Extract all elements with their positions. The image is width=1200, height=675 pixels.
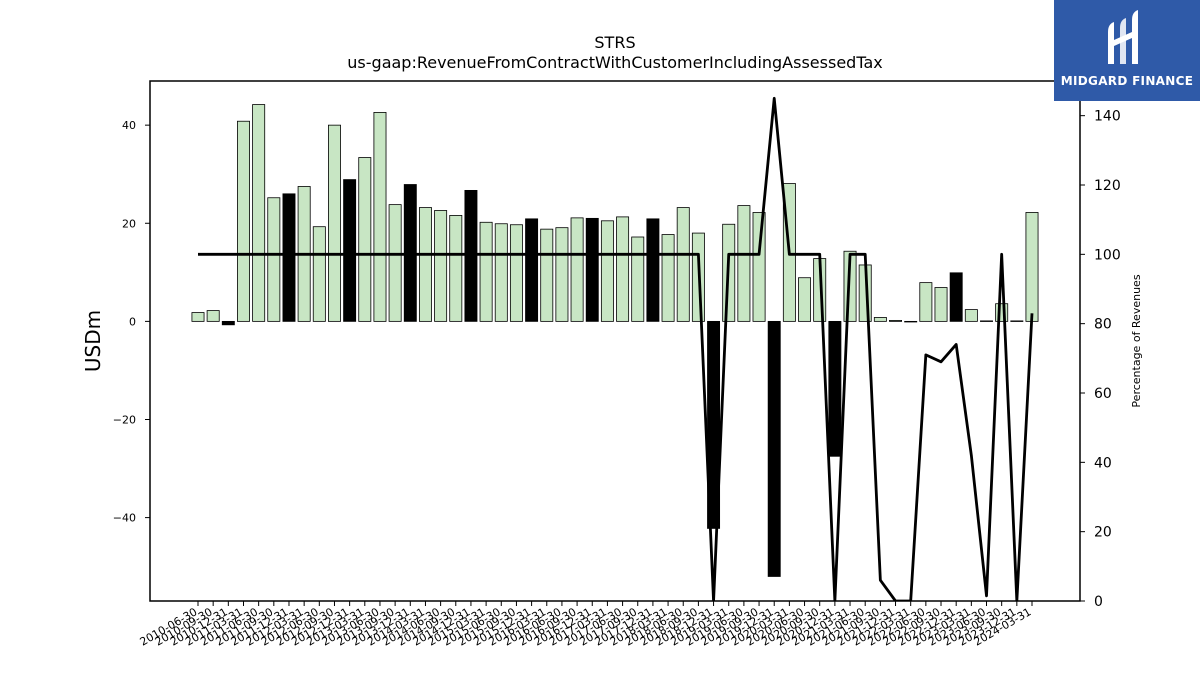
- brand-name: MIDGARD FINANCE: [1060, 74, 1194, 88]
- bar: [191, 312, 205, 322]
- percentage-line-group: [198, 96, 1034, 601]
- plot-frame: [149, 80, 1081, 602]
- y2-tick-label: 0: [1094, 594, 1103, 610]
- bar: [464, 189, 478, 322]
- bar: [328, 124, 341, 322]
- bar: [494, 223, 508, 322]
- y2-tick-label: 80: [1094, 317, 1112, 333]
- bar: [282, 193, 296, 322]
- bar: [206, 310, 220, 322]
- bar: [525, 218, 539, 322]
- bar: [479, 221, 493, 322]
- bar: [934, 287, 948, 322]
- bar: [343, 179, 357, 322]
- y2-tick-label: 100: [1094, 247, 1121, 263]
- y2-tick-label: 20: [1094, 525, 1112, 541]
- bar: [737, 205, 751, 322]
- y2-tick-label: 40: [1094, 455, 1112, 471]
- bar: [873, 317, 887, 322]
- y2-tick-label: 120: [1094, 178, 1121, 194]
- y2-tick-label: 140: [1094, 109, 1121, 125]
- bar: [631, 236, 645, 322]
- bar: [540, 228, 554, 322]
- bar: [570, 217, 584, 322]
- bar: [616, 216, 630, 322]
- bar: [221, 320, 235, 326]
- bar: [904, 320, 918, 323]
- bars-group: [191, 104, 1039, 577]
- bar: [1025, 212, 1039, 322]
- bar: [707, 320, 721, 529]
- chart-subtitle: us-gaap:RevenueFromContractWithCustomerI…: [347, 53, 882, 72]
- y-axis-left: −40 −20 0 20 40: [113, 119, 150, 525]
- bar: [980, 320, 993, 322]
- bar: [828, 320, 842, 457]
- bar: [312, 226, 326, 322]
- y-axis-label: USDm: [81, 310, 105, 372]
- y-tick-label: 20: [122, 217, 136, 230]
- bar: [449, 215, 463, 322]
- bar: [752, 212, 766, 322]
- bar: [434, 210, 448, 322]
- bar: [388, 204, 402, 322]
- y-tick-label: −20: [113, 413, 136, 426]
- bar: [373, 112, 387, 322]
- x-axis: 2010-06-302010-09-302010-12-312011-03-31…: [138, 601, 1034, 649]
- y-tick-label: 40: [122, 119, 136, 132]
- logo-mark-icon: [1108, 10, 1138, 64]
- bar: [418, 207, 432, 322]
- bar: [964, 309, 978, 322]
- bar: [600, 220, 614, 322]
- bar: [949, 272, 963, 322]
- bar: [252, 104, 266, 322]
- bar: [919, 282, 933, 322]
- percentage-line: [198, 96, 1034, 601]
- bar: [509, 224, 523, 322]
- y-tick-label: 0: [129, 315, 136, 328]
- bar: [798, 277, 812, 322]
- chart-title: STRS: [594, 33, 635, 52]
- y-tick-label: −40: [113, 512, 136, 525]
- y-axis-right: 0 20 40 60 80 100 120 140: [1080, 109, 1121, 610]
- y2-axis-label: Percentage of Revenues: [1130, 274, 1143, 407]
- bar: [267, 197, 281, 322]
- bar: [889, 319, 902, 322]
- brand-logo: MIDGARD FINANCE: [1054, 0, 1200, 101]
- bar: [358, 157, 372, 322]
- bar: [555, 227, 569, 322]
- bar: [237, 120, 250, 322]
- bar: [585, 217, 599, 322]
- bar: [1010, 320, 1024, 322]
- bar: [646, 218, 660, 322]
- bar: [661, 234, 675, 322]
- y2-tick-label: 60: [1094, 386, 1112, 402]
- bar: [767, 320, 781, 577]
- bar: [676, 207, 690, 322]
